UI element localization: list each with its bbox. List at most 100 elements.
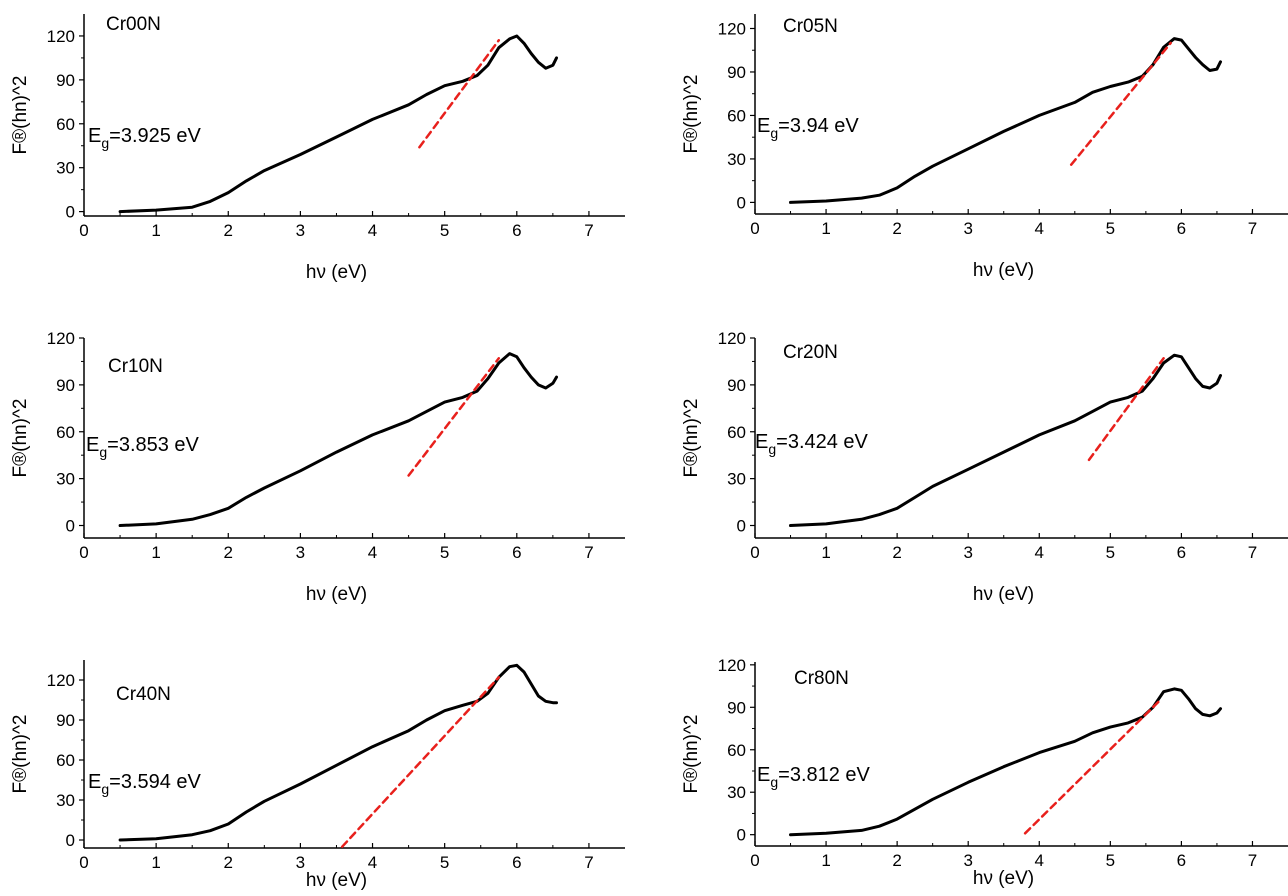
y-tick-label: 120 (47, 27, 75, 46)
x-tick-label: 7 (1248, 543, 1257, 562)
band-gap-subscript: g (770, 774, 778, 790)
band-gap-value: =3.594 eV (109, 771, 201, 793)
y-tick-label: 0 (737, 193, 746, 212)
x-tick-label: 3 (296, 543, 305, 562)
panel-cr05n: 0 1 2 3 4 5 6 7 0 30 60 90 120 hν (eV) F®(hn)^2 Cr05N Eg… (681, 14, 1288, 281)
band-gap-label: Eg=3.925 eV (88, 125, 202, 151)
x-tick-label: 1 (151, 853, 160, 872)
y-tick-label: 60 (56, 751, 75, 770)
tangent-fit-line (1087, 357, 1165, 462)
y-tick-label: 60 (727, 106, 746, 125)
x-tick-label: 6 (1177, 851, 1186, 870)
x-tick-label: 4 (368, 221, 377, 240)
x-tick-label: 5 (440, 221, 449, 240)
band-gap-symbol: E (757, 764, 770, 786)
y-tick-label: 120 (718, 656, 746, 675)
band-gap-value: =3.424 eV (776, 431, 868, 453)
y-tick-label: 120 (47, 329, 75, 348)
band-gap-subscript: g (101, 135, 109, 151)
x-tick-label: 3 (963, 543, 972, 562)
x-axis-title: hν (eV) (973, 260, 1034, 281)
y-axis-title: F®(hn)^2 (681, 399, 702, 478)
y-tick-label: 30 (727, 150, 746, 169)
x-tick-label: 1 (821, 543, 830, 562)
y-tick-label: 0 (66, 517, 75, 536)
sample-label: Cr00N (106, 14, 161, 35)
y-tick-label: 0 (66, 203, 75, 222)
y-tick-label: 120 (47, 671, 75, 690)
absorption-curve (118, 34, 558, 214)
y-tick-label: 90 (56, 376, 75, 395)
tangent-fit-line (1023, 698, 1162, 835)
x-tick-label: 4 (368, 853, 377, 872)
x-tick-label: 0 (79, 543, 88, 562)
x-tick-label: 3 (963, 851, 972, 870)
band-gap-symbol: E (88, 771, 101, 793)
sample-label: Cr20N (783, 342, 838, 363)
y-tick-label: 30 (727, 470, 746, 489)
x-tick-label: 4 (1035, 543, 1044, 562)
x-tick-label: 0 (79, 221, 88, 240)
y-tick-label: 60 (727, 423, 746, 442)
x-axis-title: hν (eV) (306, 262, 367, 283)
absorption-curve (789, 687, 1222, 837)
x-axis-title: hν (eV) (306, 870, 367, 891)
x-tick-label: 6 (512, 853, 521, 872)
x-tick-label: 2 (892, 543, 901, 562)
y-tick-label: 30 (56, 470, 75, 489)
y-tick-label: 0 (737, 826, 746, 845)
panel-cr80n: 0 1 2 3 4 5 6 7 0 30 60 90 120 hν (eV) F®(hn)^2 Cr80N Eg… (681, 656, 1288, 889)
band-gap-label: Eg=3.812 eV (757, 764, 871, 790)
x-tick-label: 2 (892, 219, 901, 238)
x-tick-label: 5 (1106, 851, 1115, 870)
band-gap-label: Eg=3.424 eV (755, 431, 869, 457)
sample-label: Cr80N (794, 668, 849, 689)
y-tick-label: 60 (727, 741, 746, 760)
x-tick-label: 7 (1248, 219, 1257, 238)
x-tick-label: 7 (584, 853, 593, 872)
band-gap-value: =3.94 eV (778, 115, 859, 137)
y-tick-label: 30 (56, 159, 75, 178)
absorption-curve (118, 663, 558, 842)
y-tick-label: 90 (56, 71, 75, 90)
y-tick-label: 0 (66, 831, 75, 850)
band-gap-value: =3.925 eV (109, 125, 201, 147)
x-tick-label: 7 (584, 221, 593, 240)
x-axis-title: hν (eV) (973, 584, 1034, 605)
x-tick-label: 3 (296, 853, 305, 872)
y-tick-label: 30 (56, 791, 75, 810)
panel-cr00n: 0 1 2 3 4 5 6 7 0 30 60 90 120 hν (eV) F®(hn)^2 Cr00N Eg… (10, 14, 625, 283)
band-gap-value: =3.812 eV (778, 764, 870, 786)
band-gap-label: Eg=3.594 eV (88, 771, 202, 797)
x-tick-label: 0 (79, 853, 88, 872)
x-tick-label: 5 (440, 543, 449, 562)
y-tick-label: 90 (727, 376, 746, 395)
band-gap-subscript: g (99, 444, 107, 460)
x-tick-label: 7 (584, 543, 593, 562)
sample-label: Cr05N (783, 16, 838, 37)
x-tick-label: 5 (440, 853, 449, 872)
band-gap-value: =3.853 eV (107, 434, 199, 456)
y-tick-label: 90 (727, 698, 746, 717)
y-tick-label: 90 (727, 63, 746, 82)
band-gap-symbol: E (86, 434, 99, 456)
y-tick-label: 60 (56, 423, 75, 442)
y-tick-label: 120 (718, 19, 746, 38)
x-tick-label: 4 (1035, 851, 1044, 870)
y-tick-label: 90 (56, 711, 75, 730)
absorption-curve (118, 352, 558, 527)
band-gap-symbol: E (755, 431, 768, 453)
band-gap-subscript: g (101, 781, 109, 797)
tangent-fit-line (407, 357, 501, 477)
tangent-fit-line (418, 39, 501, 149)
panel-cr10n: 0 1 2 3 4 5 6 7 0 30 60 90 120 hν (eV) F®(hn)^2 Cr10N Eg… (10, 329, 625, 605)
x-tick-label: 1 (151, 221, 160, 240)
x-tick-label: 2 (224, 543, 233, 562)
absorption-curve (789, 353, 1222, 527)
y-tick-label: 60 (56, 115, 75, 134)
band-gap-label: Eg=3.94 eV (757, 115, 859, 141)
x-tick-label: 5 (1106, 543, 1115, 562)
tangent-fit-line (340, 676, 501, 848)
x-tick-label: 4 (1035, 219, 1044, 238)
